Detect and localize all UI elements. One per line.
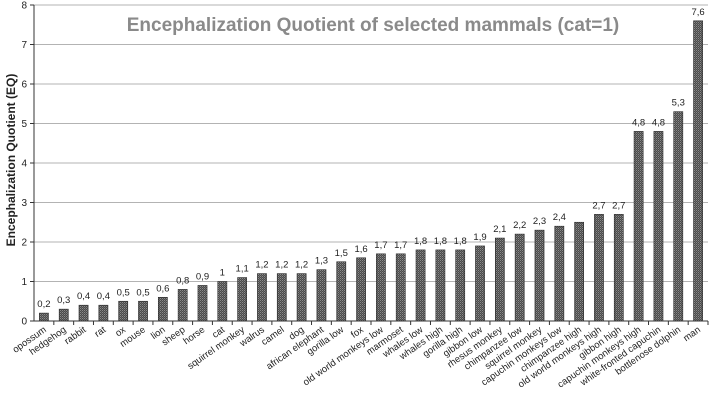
- bar: [395, 253, 406, 322]
- data-label: 2,7: [592, 200, 605, 211]
- data-label: 2,2: [513, 220, 526, 231]
- bar: [455, 249, 466, 322]
- data-label: 2,4: [553, 212, 566, 223]
- data-label: 0,6: [156, 283, 169, 294]
- data-label: 1,9: [473, 232, 486, 243]
- data-label: 1,6: [354, 244, 367, 255]
- bar: [693, 20, 703, 322]
- y-tick-label: 8: [21, 1, 27, 12]
- y-tick-label: 6: [21, 80, 27, 91]
- bar: [296, 273, 307, 322]
- data-label: 2,1: [493, 224, 506, 235]
- data-label: 0,4: [97, 291, 110, 302]
- data-label: 0,9: [196, 271, 209, 282]
- data-label: 1,7: [394, 240, 407, 251]
- bar: [177, 289, 188, 322]
- bar: [613, 214, 624, 322]
- data-label: 1,2: [255, 260, 268, 271]
- data-label: 0,4: [77, 291, 90, 302]
- data-label: 1,7: [374, 240, 387, 251]
- y-tick-label: 1: [21, 277, 27, 288]
- bar: [316, 269, 327, 322]
- bar: [514, 233, 525, 322]
- bar: [237, 277, 248, 322]
- data-label: 1,8: [454, 236, 467, 247]
- data-labels: 0,2 0,3 0,4 0,4 0,5 0,5 0,6 0,8 0,9 1 1,1 1,2 1,2 1,2…: [37, 7, 704, 310]
- x-tick-label: man: [681, 324, 702, 344]
- bar: [435, 249, 446, 322]
- data-label: 0,5: [117, 287, 130, 298]
- data-label: 4,8: [652, 117, 665, 128]
- bar: [138, 300, 148, 322]
- bar: [494, 237, 505, 322]
- bar: [554, 225, 565, 322]
- data-label: 5,3: [672, 98, 685, 109]
- bar: [58, 308, 69, 322]
- data-label: 1,8: [434, 236, 447, 247]
- bar: [336, 261, 347, 322]
- data-label: 2,7: [612, 200, 625, 211]
- y-tick-labels: 0 1 2 3 4 5 6 7 8: [21, 1, 34, 328]
- data-label: 1: [220, 268, 225, 279]
- bar: [118, 300, 129, 322]
- bar: [475, 245, 485, 322]
- y-tick-label: 3: [21, 198, 27, 209]
- data-label: 1,2: [295, 260, 308, 271]
- gridlines: [34, 4, 708, 282]
- bar: [673, 111, 684, 322]
- y-tick-label: 4: [21, 159, 27, 170]
- bar: [415, 249, 426, 322]
- bars: [39, 20, 703, 322]
- data-label: 1,8: [414, 236, 427, 247]
- bar: [356, 257, 366, 322]
- data-label: 0,2: [37, 299, 50, 310]
- x-tick-label: camel: [259, 324, 286, 348]
- data-label: 1,5: [335, 248, 348, 259]
- bar: [594, 214, 604, 322]
- bar: [197, 285, 208, 322]
- data-label: 4,8: [632, 117, 645, 128]
- data-label: 0,3: [57, 295, 70, 306]
- data-label: 0,5: [136, 287, 149, 298]
- bar: [276, 273, 287, 322]
- bar: [376, 253, 386, 322]
- data-label: 1,1: [236, 264, 249, 275]
- x-tick-label: rabbit: [63, 324, 89, 347]
- bar: [157, 296, 168, 322]
- x-tick-label: horse: [181, 324, 207, 347]
- bar: [39, 312, 49, 322]
- x-tick-label: rat: [93, 324, 109, 340]
- bar: [534, 229, 545, 322]
- y-axis-label: Encephalization Quotient (EQ): [4, 74, 18, 247]
- bar: [633, 131, 644, 322]
- data-label: 1,3: [315, 256, 328, 267]
- y-tick-label: 5: [21, 119, 27, 130]
- y-tick-label: 0: [21, 317, 27, 328]
- bar: [257, 273, 267, 322]
- bar: [78, 304, 89, 322]
- bar: [574, 221, 585, 322]
- data-label: 7,6: [691, 7, 704, 18]
- y-tick-label: 7: [21, 40, 27, 51]
- bar: [98, 304, 109, 322]
- bar: [217, 281, 228, 322]
- bar: [653, 131, 664, 322]
- data-label: 0,8: [176, 275, 189, 286]
- data-label: 2,3: [533, 216, 546, 227]
- data-label: 1,2: [275, 260, 288, 271]
- y-tick-label: 2: [21, 238, 27, 249]
- chart-title: Encephalization Quotient of selected mam…: [127, 15, 620, 36]
